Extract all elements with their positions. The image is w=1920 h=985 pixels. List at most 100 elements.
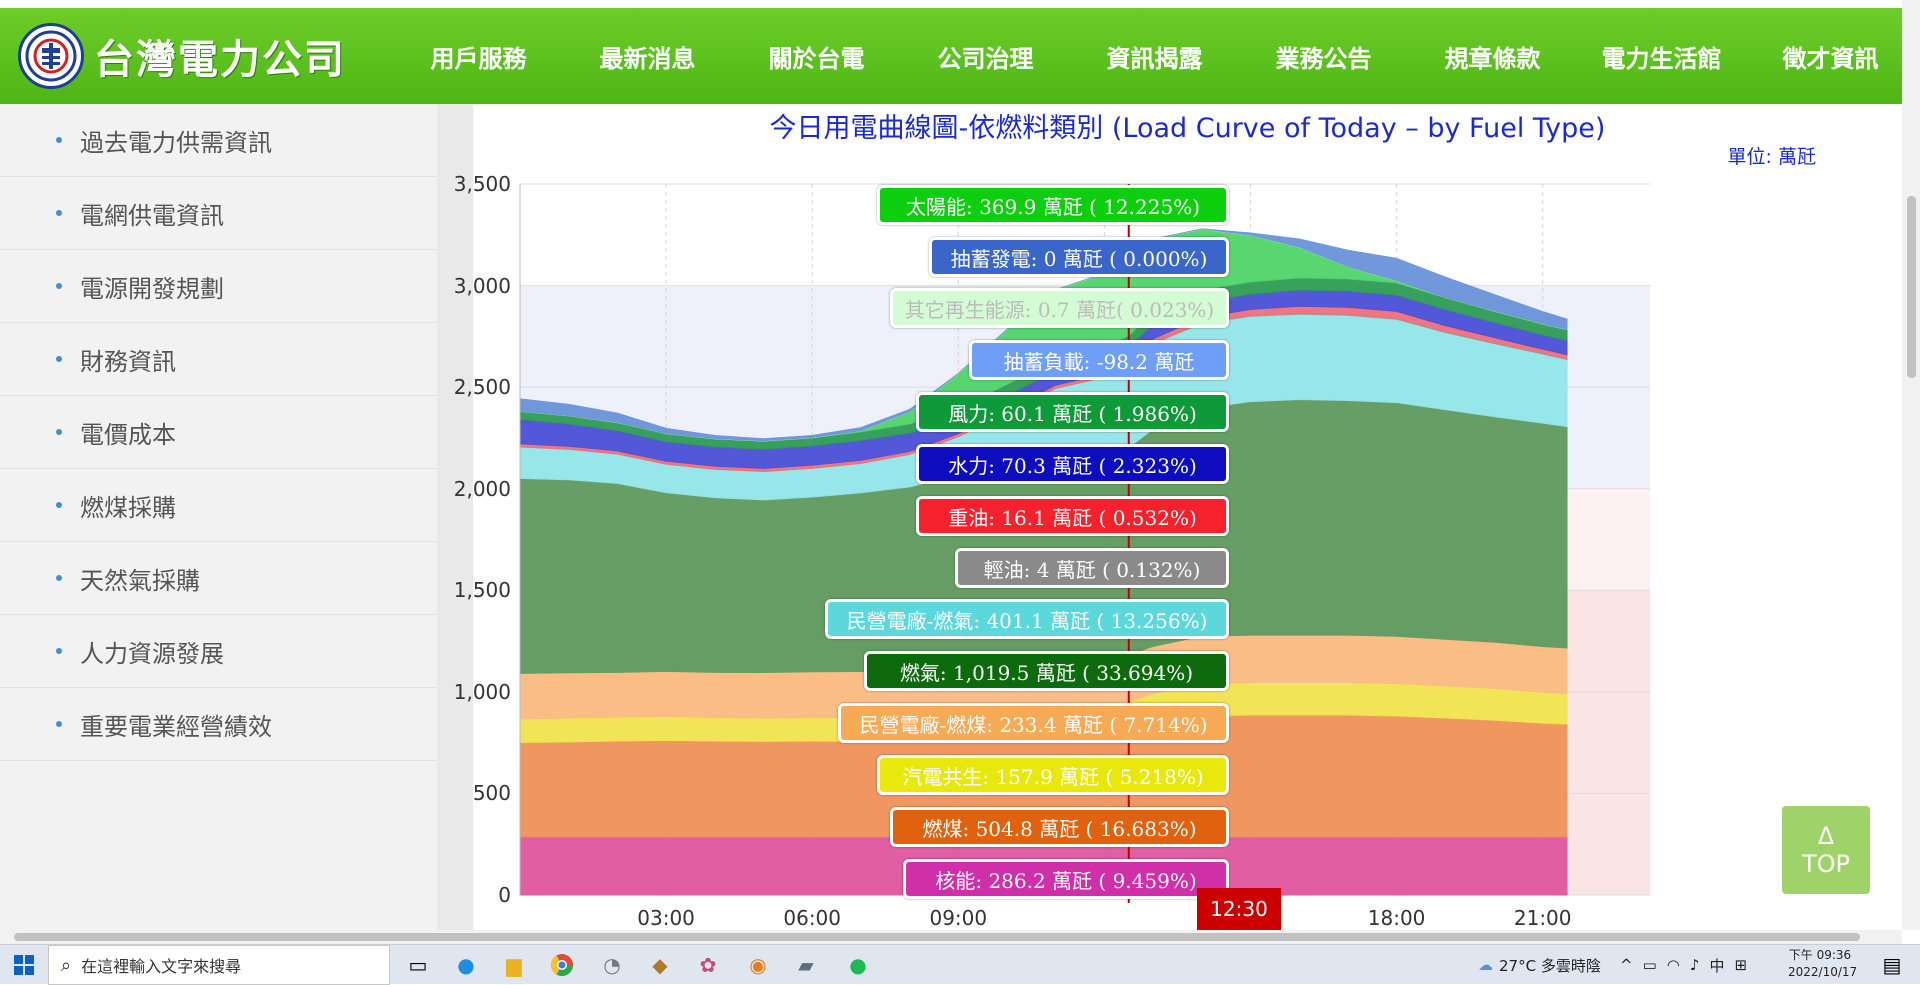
bullet-dot-icon	[56, 356, 62, 362]
sidebar-item-label: 重要電業經營績效	[80, 712, 272, 741]
nav-item[interactable]: 最新消息	[599, 44, 696, 73]
chart-tooltip-row: 抽蓄負載: -98.2 萬瓩	[969, 340, 1229, 380]
vertical-scrollbar[interactable]	[1902, 0, 1920, 930]
sidebar-item[interactable]: 過去電力供需資訊	[0, 104, 437, 177]
battery-icon[interactable]: ▭	[1642, 956, 1657, 974]
chart-tooltip-row: 抽蓄發電: 0 萬瓩 ( 0.000%)	[929, 237, 1229, 277]
sidebar-item[interactable]: 電源開發規劃	[0, 250, 437, 323]
network-icon[interactable]: ◠	[1666, 956, 1680, 974]
chart-tooltip-row: 民營電廠-燃氣: 401.1 萬瓩 ( 13.256%)	[825, 599, 1229, 639]
blender-icon[interactable]: ◉	[749, 953, 767, 977]
nav-item[interactable]: 公司治理	[937, 44, 1034, 73]
content-gutter	[437, 104, 473, 930]
chrome-browser-icon[interactable]	[548, 951, 576, 979]
chart-title: 今日用電曲線圖-依燃料類別 (Load Curve of Today – by …	[769, 113, 1606, 144]
clock-date: 2022/10/17	[1788, 965, 1858, 979]
sidebar-item[interactable]: 人力資源發展	[0, 615, 437, 688]
y-tick-label: 500	[472, 781, 511, 806]
chart-unit: 單位: 萬瓩	[1727, 146, 1816, 168]
y-tick-label: 3,500	[453, 172, 511, 196]
nav-item[interactable]: 徵才資訊	[1782, 44, 1879, 73]
horizontal-scrollbar[interactable]	[0, 930, 1902, 944]
app-icon[interactable]: ▰	[798, 953, 814, 977]
chart-tooltip-row: 水力: 70.3 萬瓩 ( 2.323%)	[916, 444, 1229, 484]
windows-start-icon[interactable]	[10, 951, 38, 979]
sidebar-item[interactable]: 電網供電資訊	[0, 177, 437, 250]
chart-tooltip-row: 風力: 60.1 萬瓩 ( 1.986%)	[916, 392, 1229, 432]
nav-item[interactable]: 規章條款	[1444, 44, 1541, 73]
ime-indicator[interactable]: 中	[1709, 956, 1725, 975]
back-to-top-button[interactable]: Δ TOP	[1782, 806, 1870, 894]
bullet-dot-icon	[56, 502, 62, 508]
site-header: 台灣電力公司 用戶服務 最新消息 關於台電 公司治理 資訊揭露 業務公告 規章條款 電力生活館…	[0, 8, 1902, 118]
y-tick-label: 1,000	[453, 679, 511, 704]
sidebar-item-label: 過去電力供需資訊	[80, 128, 272, 157]
horizontal-scroll-thumb[interactable]	[14, 933, 1860, 941]
bullet-dot-icon	[56, 648, 62, 654]
chart-tooltip-row: 汽電共生: 157.9 萬瓩 ( 5.218%)	[877, 755, 1229, 795]
chart-tooltip-row: 核能: 286.2 萬瓩 ( 9.459%)	[903, 859, 1229, 899]
cloud-icon: ☁	[1478, 956, 1493, 974]
sidebar-item[interactable]: 重要電業經營績效	[0, 688, 437, 761]
edge-browser-icon[interactable]: ●	[457, 953, 475, 977]
sidebar-item-label: 電網供電資訊	[80, 201, 224, 230]
sidebar-item[interactable]: 燃煤採購	[0, 469, 437, 542]
back-to-top-label: TOP	[1801, 850, 1851, 878]
site-logo[interactable]: 台灣電力公司	[18, 20, 346, 92]
sidebar-item[interactable]: 天然氣採購	[0, 542, 437, 615]
chart-tooltip-row: 民營電廠-燃煤: 233.4 萬瓩 ( 7.714%)	[838, 703, 1229, 743]
main-nav: 用戶服務 最新消息 關於台電 公司治理 資訊揭露 業務公告 規章條款 電力生活館 徵才資訊	[394, 8, 1915, 118]
bullet-dot-icon	[56, 283, 62, 289]
taipower-emblem-icon	[18, 23, 84, 89]
vertical-scroll-thumb[interactable]	[1907, 196, 1916, 378]
window-top-strip	[0, 0, 1920, 8]
clock-time: 下午 09:36	[1788, 948, 1852, 962]
sidebar-item[interactable]: 電價成本	[0, 396, 437, 469]
nav-item[interactable]: 資訊揭露	[1070, 8, 1239, 118]
nav-item[interactable]: 業務公告	[1275, 44, 1372, 73]
sidebar-item-label: 電源開發規劃	[80, 274, 224, 303]
nav-item[interactable]: 關於台電	[768, 44, 865, 73]
site-name: 台灣電力公司	[94, 36, 346, 83]
system-tray[interactable]: ^ ▭ ◠ ♪ 中 ⊞	[1620, 945, 1747, 985]
area-series	[519, 228, 1568, 442]
sidebar-item-label: 電價成本	[80, 420, 176, 449]
chevron-up-icon[interactable]: ^	[1620, 956, 1633, 974]
chart-tooltip-row: 太陽能: 369.9 萬瓩 ( 12.225%)	[877, 185, 1229, 225]
y-tick-label: 0	[498, 883, 511, 907]
taskbar-search-box[interactable]: ⌕ 在這裡輸入文字來搜尋	[48, 945, 390, 985]
current-time-badge: 12:30	[1197, 888, 1281, 930]
nav-item[interactable]: 用戶服務	[430, 44, 527, 73]
y-tick-label: 1,500	[453, 578, 511, 603]
bullet-dot-icon	[56, 721, 62, 727]
task-view-icon[interactable]: ▭	[408, 953, 428, 977]
main-content: 今日用電曲線圖-依燃料類別 (Load Curve of Today – by …	[454, 104, 1902, 930]
file-explorer-icon[interactable]: ▆	[506, 953, 522, 977]
clock-app-icon[interactable]: ◔	[603, 953, 621, 977]
app-icon[interactable]: ◆	[652, 953, 668, 977]
app-icon[interactable]: ✿	[699, 953, 717, 977]
nav-item[interactable]: 電力生活館	[1601, 44, 1722, 73]
windows-taskbar: ⌕ 在這裡輸入文字來搜尋 ▭ ● ▆ ◔ ◆ ✿ ◉ ▰ ● ☁ 27°C 多雲…	[0, 944, 1920, 985]
sidebar-item-label: 人力資源發展	[80, 639, 224, 668]
ime-mode-icon[interactable]: ⊞	[1734, 956, 1748, 974]
chart-tooltip-row: 其它再生能源: 0.7 萬瓩( 0.023%)	[890, 288, 1229, 328]
bullet-dot-icon	[56, 575, 62, 581]
volume-icon[interactable]: ♪	[1689, 956, 1700, 974]
sidebar: 過去電力供需資訊電網供電資訊電源開發規劃ϟ經營資訊財務資訊電價成本燃煤採購天然氣…	[0, 104, 437, 930]
sidebar-item[interactable]: 財務資訊	[0, 323, 437, 396]
weather-text: 27°C 多雲時陰	[1499, 956, 1601, 975]
chart-tooltip-row: 燃煤: 504.8 萬瓩 ( 16.683%)	[890, 807, 1229, 847]
x-tick-label: 21:00	[1513, 906, 1572, 930]
up-arrow-icon: Δ	[1817, 822, 1835, 850]
x-tick-label: 06:00	[783, 906, 842, 930]
chart-tooltip-row: 輕油: 4 萬瓩 ( 0.132%)	[955, 548, 1229, 588]
bullet-dot-icon	[56, 210, 62, 216]
notification-icon[interactable]: ▤	[1882, 953, 1902, 977]
spotify-icon[interactable]: ●	[849, 953, 867, 977]
sidebar-item-label: 燃煤採購	[80, 493, 176, 522]
weather-widget[interactable]: ☁ 27°C 多雲時陰	[1478, 945, 1601, 985]
sidebar-item-label: 天然氣採購	[80, 566, 200, 595]
taskbar-clock[interactable]: 下午 09:36 2022/10/17	[1788, 947, 1858, 981]
search-icon: ⌕	[61, 954, 72, 976]
